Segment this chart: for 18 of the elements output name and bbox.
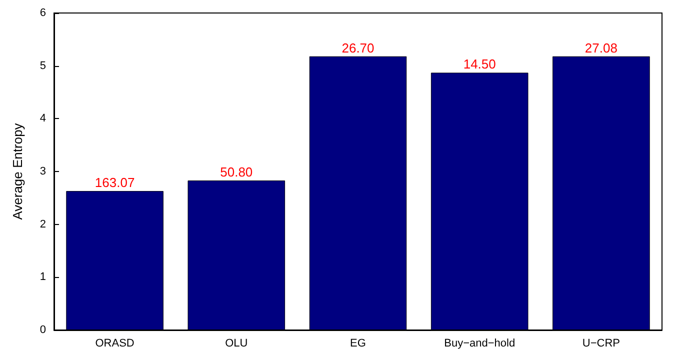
annotation: 26.70 bbox=[342, 40, 374, 56]
y-tick-label: 4 bbox=[40, 112, 46, 125]
x-tick-label: ORASD bbox=[95, 338, 134, 350]
y-tick-label: 2 bbox=[40, 218, 46, 230]
annotation: 163.07 bbox=[94, 175, 135, 190]
y-axis-title: Average Entropy bbox=[10, 122, 25, 220]
annotation: 14.50 bbox=[463, 56, 496, 72]
y-tick-label: 6 bbox=[40, 7, 46, 19]
y-tick-label: 5 bbox=[40, 60, 46, 72]
y-tick-label: 0 bbox=[40, 324, 46, 336]
annotation: 50.80 bbox=[220, 164, 253, 180]
y-tick-label: 1 bbox=[40, 271, 46, 284]
x-tick-label: U−CRP bbox=[582, 338, 620, 350]
x-tick-label: Buy−and−hold bbox=[444, 338, 516, 350]
x-tick-label: OLU bbox=[225, 338, 248, 350]
y-tick-label: 3 bbox=[40, 166, 46, 178]
x-tick-label: EG bbox=[350, 338, 366, 350]
annotation: 27.08 bbox=[584, 40, 618, 56]
